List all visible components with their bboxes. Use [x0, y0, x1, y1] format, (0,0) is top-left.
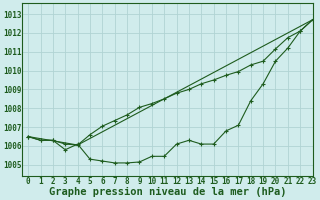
X-axis label: Graphe pression niveau de la mer (hPa): Graphe pression niveau de la mer (hPa)	[49, 187, 286, 197]
